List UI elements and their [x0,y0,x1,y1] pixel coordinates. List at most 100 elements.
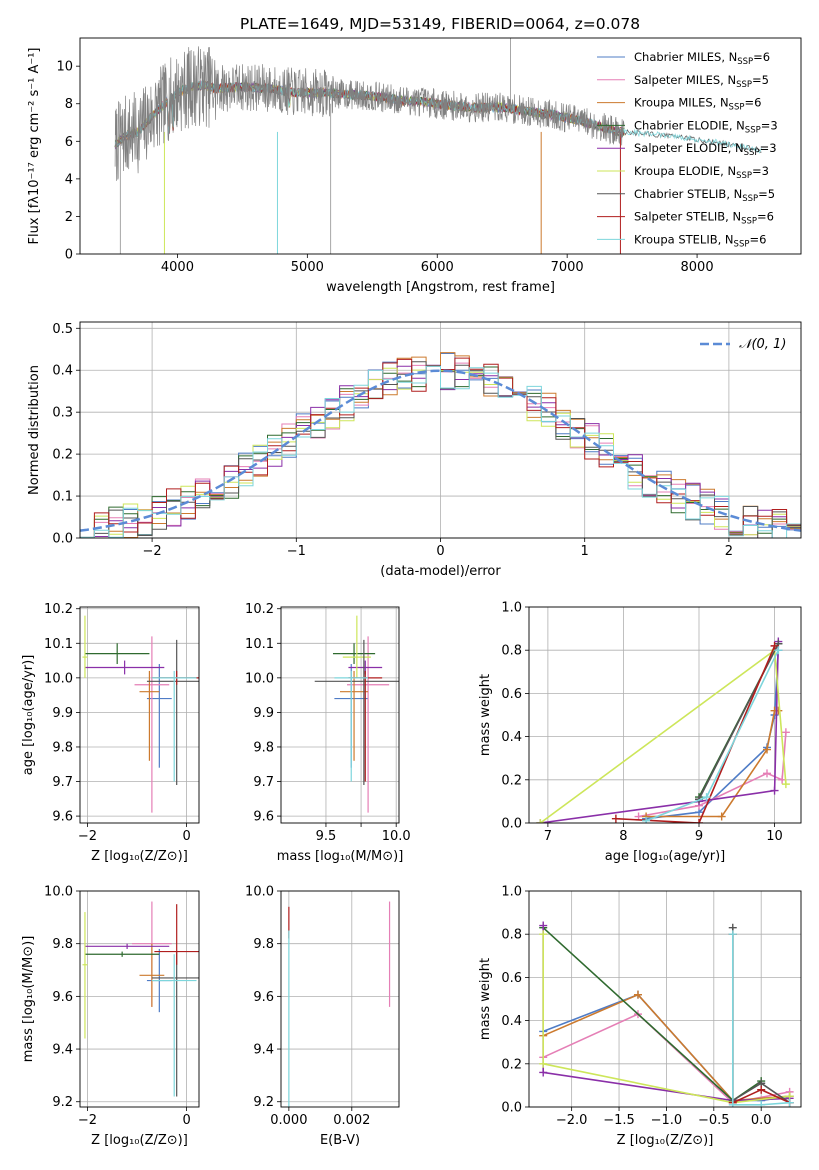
y-tick-label: 0.4 [501,1014,522,1029]
y-tick-label: 0.1 [52,490,73,505]
y-tick-label: 9.6 [253,810,274,825]
weight-marker [763,745,771,754]
axes-frame [528,606,802,824]
weight-lines [536,637,790,823]
legend-label: Kroupa ELODIE, NSSP=3 [634,164,769,181]
y-tick-label: 0.5 [52,322,73,337]
axes-mass_vs_Z: −2 0 9.2 9.4 9.6 9.8 10.0 Z [log₁₀(Z/Z⊙)] mass [… [21,885,200,1148]
weight-marker [757,1100,766,1107]
y-tick-label: 1.0 [501,601,522,616]
legend-label: Chabrier MILES, NSSP=6 [634,50,770,67]
y-tick-label: 0.2 [501,1057,522,1072]
x-tick-label: 1 [581,544,589,559]
weight-marker [757,1085,766,1094]
x-tick-label: 9 [695,829,703,844]
x-tick-label: 6000 [421,260,454,275]
y-tick-label: 10.0 [245,885,274,900]
weight-marker [642,816,651,823]
y-tick-label: 8 [65,97,73,112]
legend-label: Kroupa MILES, NSSP=6 [634,96,761,113]
weight-line [542,927,762,1102]
y-axis-label: mass weight [478,958,493,1040]
y-axis-label: mass [log₁₀(M/M⊙)] [21,936,36,1063]
y-axis-label: age [log₁₀(age/yr)] [21,655,36,776]
x-tick-label: −1.5 [603,1113,635,1128]
x-tick-label: 8000 [681,260,714,275]
errorbars [82,615,199,813]
weight-marker [785,1098,794,1107]
histogram-lines [80,352,801,538]
data-spectrum-line [114,46,625,181]
weight-marker [781,728,790,737]
y-tick-label: 6 [65,135,73,150]
x-tick-label: −0.5 [698,1113,730,1128]
weight-line [645,649,780,822]
x-tick-label: 7000 [551,260,584,275]
y-tick-label: 9.6 [52,810,73,825]
y-tick-label: 9.9 [52,706,73,721]
y-tick-label: 0.0 [501,1101,522,1116]
weight-line [542,993,790,1102]
weight-lines [539,921,794,1107]
y-tick-label: 10.0 [44,885,73,900]
x-tick-label: −2 [78,1113,97,1128]
weight-marker [774,706,783,715]
x-axis-label: mass [log₁₀(M/M⊙)] [277,849,404,864]
y-tick-label: 9.7 [52,775,73,790]
y-tick-label: 9.2 [52,1095,73,1110]
y-tick-label: 10.0 [245,671,274,686]
x-tick-label: −2 [78,829,97,844]
x-tick-label: 10 [766,829,783,844]
axes-residuals: −2 −1 0 1 2 0.0 0.1 0.2 0.3 0.4 0.5 (data-model)/er… [27,321,802,579]
y-tick-label: 9.8 [52,740,73,755]
x-tick-label: 0.000 [270,1113,307,1128]
y-tick-label: 10.1 [245,637,274,652]
x-axis-label: Z [log₁₀(Z/Z⊙)] [91,849,188,864]
y-tick-label: 9.4 [52,1043,73,1058]
errorbars [314,615,399,813]
y-tick-label: 0.0 [52,532,73,547]
x-tick-label: −1 [287,544,306,559]
x-tick-label: 5000 [291,260,324,275]
axes-weight_vs_Z: −2.0 −1.5 −1.0 −0.5 0.0 0.0 0.2 0.4 0.6 0.8 1.0 Z [… [478,885,802,1148]
x-tick-label: 7 [544,829,552,844]
y-tick-label: 0.6 [501,971,522,986]
x-axis-label: (data-model)/error [380,564,501,579]
x-axis-label: Z [log₁₀(Z/Z⊙)] [91,1133,188,1148]
legend: Chabrier MILES, NSSP=6 Salpeter MILES, NS… [597,50,778,249]
weight-marker [774,646,783,655]
weight-marker [702,793,711,802]
x-tick-label: 8 [619,829,627,844]
y-tick-label: 9.9 [253,706,274,721]
weight-marker [770,786,779,795]
legend-label: 𝒩(0, 1) [739,337,786,352]
weight-marker [717,812,726,821]
x-tick-label: −2.0 [556,1113,588,1128]
y-tick-label: 10 [56,60,73,75]
axes-mass_vs_EBV: 0.000 0.002 9.2 9.4 9.6 9.8 10.0 E(B-V) [245,885,400,1148]
weight-marker [539,1059,548,1068]
weight-marker [539,930,548,939]
y-tick-label: 10.0 [44,671,73,686]
x-tick-label: 4000 [161,260,194,275]
y-tick-label: 9.6 [253,990,274,1005]
weight-marker [695,819,703,823]
x-tick-label: −2 [143,544,162,559]
x-tick-label: 0 [182,1113,190,1128]
weight-line [615,645,776,823]
y-tick-label: 9.2 [253,1095,274,1110]
legend-label: Kroupa STELIB, NSSP=6 [634,232,766,249]
weight-marker [728,1100,737,1107]
weight-marker [763,769,771,778]
y-tick-label: 9.8 [253,937,274,952]
histogram-step-line [80,365,801,538]
weight-marker [728,930,737,939]
weight-marker [633,990,642,999]
x-tick-label: 0 [182,829,190,844]
y-tick-label: 9.4 [253,1043,274,1058]
weight-marker [539,1068,548,1077]
y-tick-label: 0 [65,248,73,263]
x-tick-label: 9.5 [316,829,337,844]
axes-frame [528,890,802,1108]
